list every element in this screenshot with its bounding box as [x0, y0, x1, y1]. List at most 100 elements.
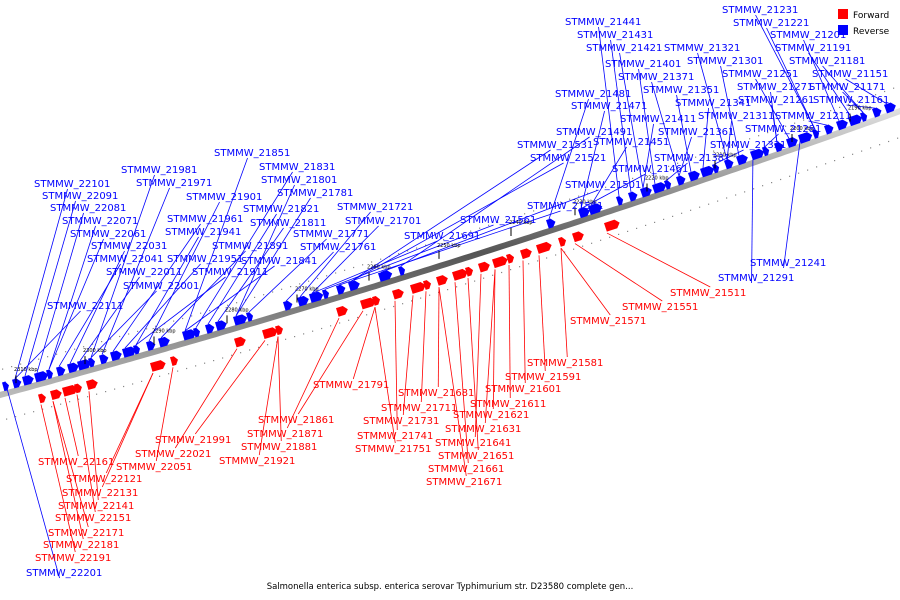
reverse-gene-label-stmmw-22031: STMMW_22031 [91, 241, 167, 252]
leader-line [755, 14, 816, 130]
leader-line [508, 264, 511, 399]
leader-line [235, 184, 295, 317]
reverse-gene-label-stmmw-21251: STMMW_21251 [722, 69, 798, 80]
reverse-gene-label-stmmw-21351: STMMW_21351 [643, 85, 719, 96]
reverse-gene-label-stmmw-21811: STMMW_21811 [250, 218, 326, 229]
reverse-gene-label-stmmw-21471: STMMW_21471 [571, 101, 647, 112]
forward-gene-arrow [604, 219, 620, 232]
legend: Forward Reverse [838, 9, 890, 37]
scale-tick-label: 2240 kbp [509, 220, 533, 226]
reverse-gene-label-stmmw-21411: STMMW_21411 [620, 114, 696, 125]
reverse-gene-label-stmmw-22061: STMMW_22061 [70, 229, 146, 240]
forward-gene-label-stmmw-21751: STMMW_21751 [355, 444, 431, 455]
scale-tick-label: 2280 kbp [225, 307, 249, 313]
reverse-gene-arrow [205, 323, 215, 334]
forward-gene-label-stmmw-21631: STMMW_21631 [445, 424, 521, 435]
leader-line [702, 107, 709, 168]
reverse-gene-arrow [158, 336, 170, 348]
leader-line [846, 104, 876, 109]
legend-reverse-label: Reverse [853, 27, 890, 37]
scale-tick-label: 2190 kbp [848, 106, 872, 112]
reverse-gene-arrow [664, 180, 672, 190]
scale-tick-label: 2200 kbp [790, 126, 814, 132]
leader-line [350, 149, 551, 282]
reverse-gene-label-stmmw-21911: STMMW_21911 [192, 267, 268, 278]
reverse-gene-label-stmmw-21541: STMMW_21541 [527, 201, 603, 212]
reverse-gene-label-stmmw-21961: STMMW_21961 [167, 214, 243, 225]
reverse-gene-label-stmmw-21371: STMMW_21371 [618, 72, 694, 83]
leader-line [400, 136, 590, 267]
reverse-gene-arrow [88, 357, 95, 368]
reverse-gene-label-stmmw-22071: STMMW_22071 [62, 216, 138, 227]
leader-line [808, 52, 852, 117]
reverse-gene-label-stmmw-21281: STMMW_21281 [745, 124, 821, 135]
reverse-gene-label-stmmw-21781: STMMW_21781 [277, 188, 353, 199]
leader-line [402, 295, 414, 416]
forward-gene-arrow [410, 282, 426, 294]
forward-gene-arrow [262, 327, 278, 340]
reverse-gene-arrow [99, 354, 109, 365]
reverse-gene-arrow [786, 137, 798, 148]
leader-line [14, 310, 81, 380]
reverse-gene-arrow [884, 102, 896, 114]
leader-line [135, 276, 226, 346]
reverse-gene-label-stmmw-21951: STMMW_21951 [167, 254, 243, 265]
leader-line [24, 200, 76, 377]
reverse-gene-label-stmmw-22011: STMMW_22011 [106, 267, 182, 278]
leader-line [311, 225, 379, 294]
forward-gene-arrow [392, 288, 404, 300]
reverse-gene-arrow [283, 300, 293, 311]
leader-line [286, 317, 340, 429]
reverse-gene-label-stmmw-21801: STMMW_21801 [261, 175, 337, 186]
leader-line [195, 171, 293, 328]
leader-line [235, 197, 311, 317]
reverse-gene-label-stmmw-22081: STMMW_22081 [50, 203, 126, 214]
leader-line [52, 401, 84, 540]
reverse-gene-arrow [640, 186, 652, 198]
leader-line [484, 269, 496, 424]
forward-gene-arrow [170, 356, 178, 366]
reverse-gene-arrow [110, 350, 122, 362]
forward-gene-label-stmmw-22131: STMMW_22131 [62, 488, 138, 499]
reverse-gene-label-stmmw-21441: STMMW_21441 [565, 17, 641, 28]
leader-line [311, 240, 438, 294]
reverse-gene-label-stmmw-21521: STMMW_21521 [530, 153, 606, 164]
forward-gene-label-stmmw-21621: STMMW_21621 [453, 410, 529, 421]
reverse-gene-arrow [712, 163, 720, 174]
leader-line [522, 260, 526, 384]
forward-gene-label-stmmw-21791: STMMW_21791 [313, 380, 389, 391]
reverse-gene-arrow [309, 291, 324, 303]
forward-gene-label-stmmw-22181: STMMW_22181 [43, 540, 119, 551]
forward-gene-label-stmmw-21871: STMMW_21871 [247, 429, 323, 440]
leader-line [285, 251, 334, 302]
reverse-gene-arrow [616, 196, 624, 206]
reverse-gene-arrow [336, 284, 346, 295]
leader-line [52, 401, 89, 528]
reverse-gene-label-stmmw-21361: STMMW_21361 [658, 127, 734, 138]
reverse-gene-label-stmmw-21821: STMMW_21821 [243, 204, 319, 215]
leader-line [467, 278, 479, 451]
reverse-gene-arrow [688, 170, 700, 182]
reverse-gene-label-stmmw-21941: STMMW_21941 [165, 227, 241, 238]
forward-gene-arrow [360, 297, 376, 310]
leader-line [88, 391, 99, 501]
leader-line [803, 39, 840, 122]
forward-gene-arrow [423, 280, 432, 290]
reverse-gene-arrow [836, 119, 848, 131]
reverse-gene-label-stmmw-22111: STMMW_22111 [47, 301, 123, 312]
leader-line [538, 255, 546, 372]
reverse-gene-label-stmmw-21721: STMMW_21721 [337, 202, 413, 213]
reverse-gene-arrow [67, 362, 79, 374]
legend-reverse-swatch [838, 25, 848, 35]
reverse-gene-arrow [193, 327, 201, 338]
reverse-gene-arrow [348, 280, 360, 292]
reverse-gene-arrow [215, 320, 227, 331]
reverse-gene-label-stmmw-21431: STMMW_21431 [577, 30, 653, 41]
forward-gene-arrow [275, 325, 283, 336]
reverse-gene-label-stmmw-21851: STMMW_21851 [214, 148, 290, 159]
leader-line [619, 52, 644, 189]
reverse-gene-label-stmmw-21181: STMMW_21181 [789, 56, 865, 67]
reverse-gene-arrow [578, 207, 590, 219]
reverse-gene-label-stmmw-21701: STMMW_21701 [345, 216, 421, 227]
leader-line [374, 307, 396, 444]
